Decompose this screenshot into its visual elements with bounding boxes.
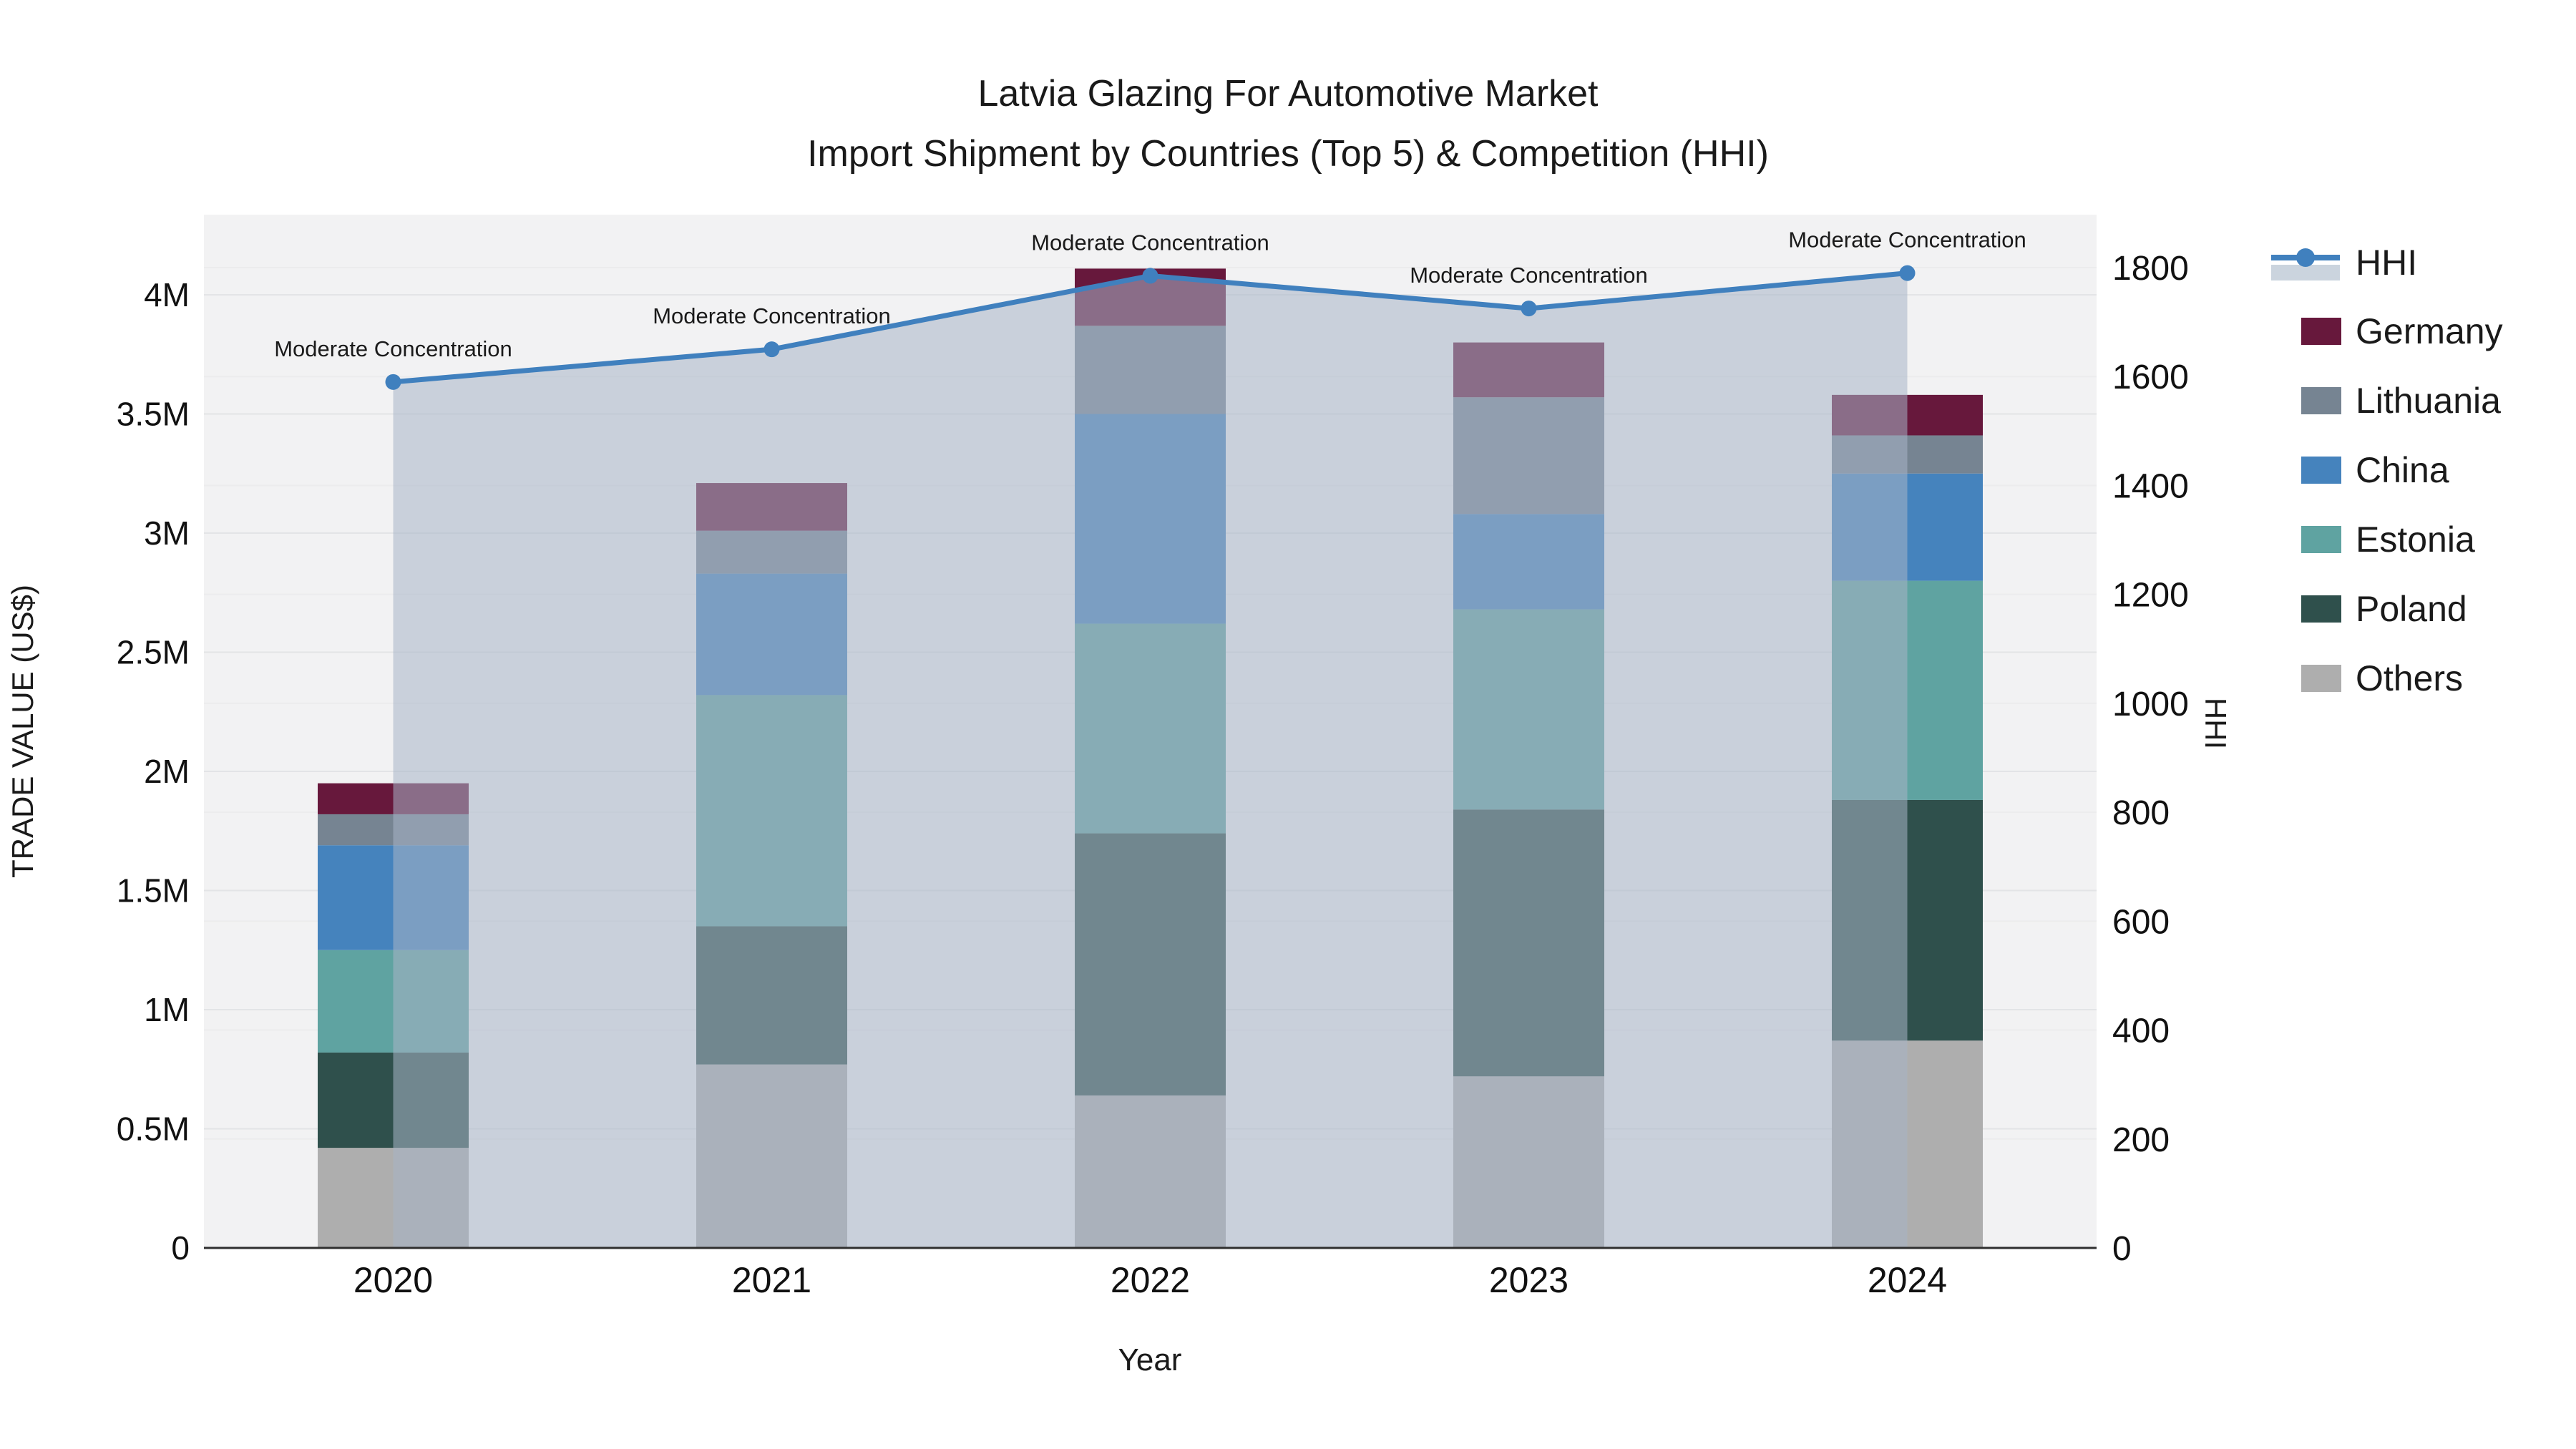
estonia-swatch	[2301, 526, 2341, 553]
y-right-tick-0: 0	[2112, 1230, 2132, 1268]
y-right-tick-1200: 1200	[2112, 577, 2189, 615]
legend-label-hhi: HHI	[2356, 243, 2417, 283]
hhi-fill-sample	[2271, 265, 2340, 280]
legend-label-estonia: Estonia	[2356, 519, 2475, 560]
legend-item-lithuania[interactable]: Lithuania	[2301, 381, 2501, 421]
y-right-tick-1000: 1000	[2112, 686, 2189, 723]
y-right-tick-1800: 1800	[2112, 250, 2189, 288]
x-tick-2022[interactable]: 2022	[1111, 1260, 1190, 1300]
y-left-tick-0.5M: 0.5M	[117, 1111, 190, 1148]
hhi-annotation-2020: Moderate Concentration	[274, 336, 512, 361]
x-tick-2024[interactable]: 2024	[1868, 1260, 1947, 1300]
y-left-tick-3.5M: 3.5M	[117, 396, 190, 433]
y-left-tick-1.5M: 1.5M	[117, 872, 190, 909]
legend-item-germany[interactable]: Germany	[2301, 311, 2503, 351]
hhi-area-fill	[393, 273, 1908, 1249]
legend-item-hhi[interactable]: HHI	[2271, 243, 2417, 283]
x-tick-2021[interactable]: 2021	[732, 1260, 811, 1300]
others-swatch	[2301, 665, 2341, 692]
y-left-tick-2.5M: 2.5M	[117, 634, 190, 671]
legend-item-others[interactable]: Others	[2301, 658, 2463, 698]
legend: HHI Germany Lithuania China Estonia Pola…	[2271, 243, 2503, 698]
hhi-marker-2020[interactable]	[385, 374, 401, 390]
chart-title-line1: Latvia Glazing For Automotive Market	[977, 73, 1599, 114]
x-axis-title: Year	[1118, 1342, 1182, 1377]
hhi-annotation-2022: Moderate Concentration	[1031, 230, 1269, 255]
y-left-tick-4M: 4M	[144, 276, 190, 313]
hhi-marker-sample	[2296, 248, 2315, 267]
y-right-tick-800: 800	[2112, 794, 2170, 832]
y-right-axis-title: HHI	[2199, 698, 2233, 749]
y-left-tick-3M: 3M	[144, 514, 190, 552]
y-right-tick-400: 400	[2112, 1013, 2170, 1050]
chart-title-line2: Import Shipment by Countries (Top 5) & C…	[807, 133, 1769, 175]
legend-item-estonia[interactable]: Estonia	[2301, 519, 2475, 560]
x-tick-2020[interactable]: 2020	[353, 1260, 433, 1300]
x-tick-2023[interactable]: 2023	[1489, 1260, 1568, 1300]
y-left-tick-0: 0	[171, 1229, 190, 1267]
hhi-marker-2023[interactable]	[1521, 301, 1537, 317]
y-left-axis-title: TRADE VALUE (US$)	[6, 585, 39, 878]
poland-swatch	[2301, 595, 2341, 623]
legend-item-poland[interactable]: Poland	[2301, 589, 2467, 629]
y-left-tick-2M: 2M	[144, 753, 190, 790]
hhi-annotation-2024: Moderate Concentration	[1788, 228, 2026, 253]
y-left-tick-1M: 1M	[144, 991, 190, 1028]
y-right-tick-600: 600	[2112, 903, 2170, 941]
legend-item-china[interactable]: China	[2301, 450, 2449, 490]
hhi-marker-2024[interactable]	[1899, 265, 1916, 281]
china-swatch	[2301, 457, 2341, 484]
hhi-annotation-2023: Moderate Concentration	[1410, 263, 1648, 288]
germany-swatch	[2301, 318, 2341, 345]
hhi-marker-2022[interactable]	[1142, 268, 1158, 284]
legend-label-germany: Germany	[2356, 311, 2503, 351]
y-right-tick-1600: 1600	[2112, 358, 2189, 396]
lithuania-swatch	[2301, 387, 2341, 414]
plot-area: Moderate Concentration Moderate Concentra…	[117, 215, 2189, 1300]
legend-label-poland: Poland	[2356, 589, 2467, 629]
y-right-tick-1400: 1400	[2112, 467, 2189, 505]
hhi-annotation-2021: Moderate Concentration	[653, 303, 891, 328]
legend-label-china: China	[2356, 450, 2449, 490]
legend-label-lithuania: Lithuania	[2356, 381, 2501, 421]
hhi-marker-2021[interactable]	[763, 341, 780, 358]
y-right-tick-200: 200	[2112, 1121, 2170, 1159]
legend-label-others: Others	[2356, 658, 2463, 698]
